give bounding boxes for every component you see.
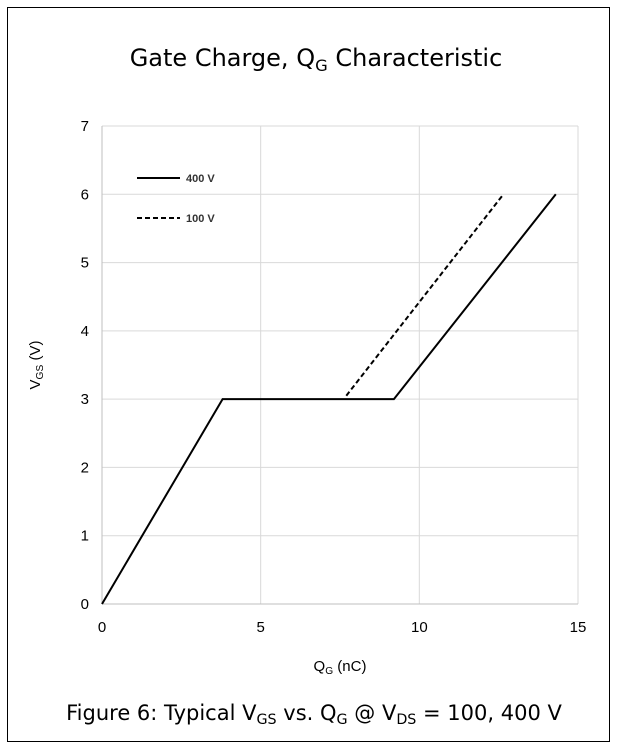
y-tick-label: 7: [81, 118, 89, 135]
legend-label-400v: 400 V: [186, 173, 215, 185]
figure-frame: [7, 7, 610, 742]
grid-lines: [102, 125, 579, 604]
tick-labels: 0 5 10 15 0 1 2 3 4 5 6 7: [81, 118, 587, 636]
y-tick-label: 6: [81, 186, 89, 203]
series-line-400v: [101, 193, 557, 605]
y-tick-label: 5: [81, 255, 89, 272]
figure-caption: Figure 6: Typical VGS vs. QG @ VDS = 100…: [66, 701, 562, 728]
y-tick-label: 0: [81, 596, 89, 613]
y-axis-label: VGS (V): [27, 341, 46, 390]
y-tick-label: 3: [81, 391, 89, 408]
x-tick-label: 10: [411, 619, 428, 636]
x-axis-label: QG (nC): [314, 658, 367, 677]
series-lines: [101, 193, 557, 605]
x-tick-label: 15: [570, 619, 587, 636]
legend: 400 V 100 V: [137, 173, 215, 225]
y-tick-label: 1: [81, 528, 89, 545]
legend-label-100v: 100 V: [186, 213, 215, 225]
y-tick-label: 4: [81, 323, 89, 340]
x-tick-label: 5: [256, 619, 264, 636]
chart-title: Gate Charge, QG Characteristic: [130, 44, 503, 75]
y-tick-label: 2: [81, 459, 89, 476]
axes: [101, 126, 578, 605]
series-line-100v: [345, 193, 505, 397]
x-tick-label: 0: [98, 619, 106, 636]
